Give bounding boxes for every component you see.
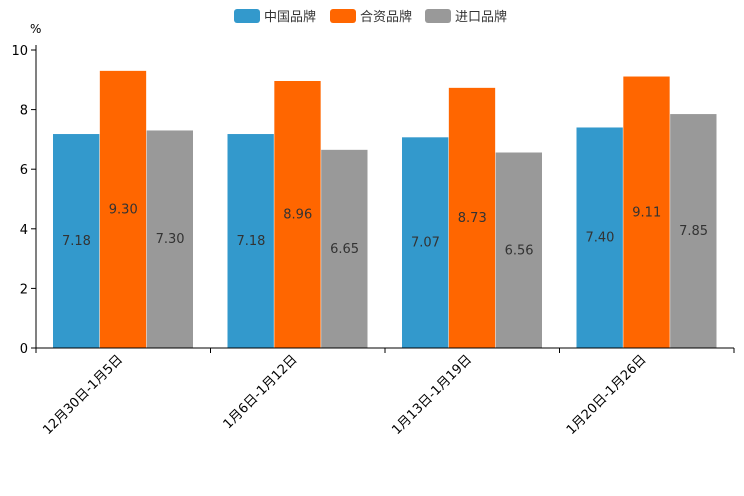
- bar-label-3-4: 7.85: [679, 224, 708, 239]
- legend-swatch-china: [234, 9, 260, 23]
- x-tick-label-4: 1月20日-1月26日: [564, 352, 650, 438]
- bar-1-4: [576, 127, 623, 348]
- bar-2-2: [274, 80, 321, 349]
- x-tick-label-1: 12月30日-1月5日: [40, 352, 126, 438]
- bar-3-3: [495, 152, 542, 348]
- bar-label-1-1: 7.18: [62, 234, 91, 249]
- bar-labels: 7.18 9.30 7.30 7.18 8.96 6.65 7.07 8.73 6.56 7.40…: [62, 202, 708, 258]
- y-tick-label-2: 4: [20, 223, 28, 238]
- legend-swatch-import: [425, 9, 451, 23]
- bar-2-3: [448, 87, 496, 348]
- x-tick-label-3: 1月13日-1月19日: [389, 352, 475, 438]
- bar-label-3-1: 7.30: [156, 232, 185, 247]
- x-tick-label-2: 1月6日-1月12日: [221, 352, 301, 432]
- bar-2-1: [99, 70, 147, 349]
- bar-1-1: [53, 134, 100, 348]
- bar-label-1-3: 7.07: [411, 236, 440, 251]
- y-tick-label-3: 6: [20, 163, 28, 178]
- bar-label-3-3: 6.56: [505, 243, 534, 258]
- bar-label-1-2: 7.18: [236, 234, 265, 249]
- bar-label-2-4: 9.11: [632, 205, 661, 220]
- bar-label-2-1: 9.30: [109, 202, 138, 217]
- y-axis: 0 2 4 6 8 10: [11, 44, 37, 357]
- y-tick-label-4: 8: [20, 104, 28, 119]
- legend: 中国品牌 合资品牌 进口品牌: [234, 9, 507, 25]
- y-tick-label-0: 0: [20, 342, 28, 357]
- bar-label-2-3: 8.73: [458, 211, 487, 226]
- bar-label-1-4: 7.40: [585, 231, 614, 246]
- bar-label-2-2: 8.96: [283, 208, 312, 223]
- y-unit-label: %: [30, 22, 41, 36]
- y-tick-label-5: 10: [11, 44, 28, 59]
- bar-2-4: [623, 76, 670, 349]
- bar-1-3: [402, 137, 449, 348]
- bars: [53, 70, 717, 349]
- bar-label-3-2: 6.65: [330, 242, 359, 257]
- bar-1-2: [227, 134, 274, 348]
- y-tick-label-1: 2: [20, 282, 28, 297]
- x-axis: 12月30日-1月5日 1月6日-1月12日 1月13日-1月19日 1月20日-1月…: [35, 347, 735, 438]
- legend-swatch-jv: [330, 9, 356, 23]
- bar-3-4: [670, 114, 717, 348]
- legend-label-import: 进口品牌: [455, 9, 507, 25]
- legend-label-china: 中国品牌: [264, 9, 316, 25]
- bar-3-1: [146, 130, 193, 348]
- legend-label-jv: 合资品牌: [360, 9, 412, 25]
- bar-3-2: [321, 149, 368, 348]
